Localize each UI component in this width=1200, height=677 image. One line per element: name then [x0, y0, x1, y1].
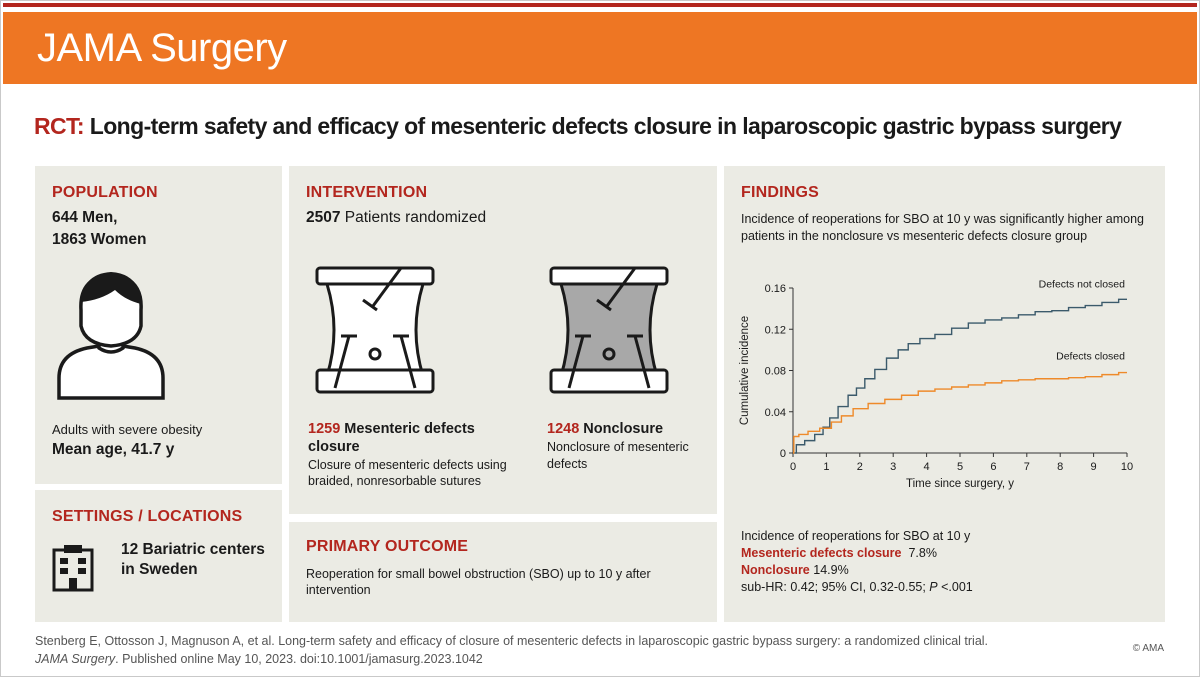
primary-outcome-panel: PRIMARY OUTCOME Reoperation for small bo… [289, 522, 717, 622]
top-accent-line [3, 3, 1197, 7]
x-tick-label: 4 [924, 461, 930, 473]
series-line-not-closed [793, 298, 1127, 454]
y-tick-label: 0.16 [765, 283, 786, 295]
x-tick-label: 10 [1121, 461, 1133, 473]
result-closure: Mesenteric defects closure 7.8% [741, 545, 937, 562]
nonclosure-arm-count: 1248 [547, 421, 580, 437]
primary-outcome-line-2: intervention [306, 583, 371, 597]
primary-outcome-line-1: Reoperation for small bowel obstruction … [306, 567, 651, 581]
primary-outcome-heading: PRIMARY OUTCOME [306, 538, 469, 555]
result-closure-value: 7.8% [908, 546, 937, 560]
copyright: © AMA [1132, 643, 1164, 654]
population-heading: POPULATION [52, 184, 158, 201]
population-men: 644 Men, [52, 209, 118, 226]
settings-line-2: in Sweden [121, 561, 198, 578]
nonclosure-arm-desc-1: Nonclosure of mesenteric [547, 440, 689, 454]
y-tick-label: 0.12 [765, 324, 786, 336]
result-stats-p: P [929, 580, 938, 594]
population-description: Adults with severe obesity [52, 422, 203, 437]
settings-heading: SETTINGS / LOCATIONS [52, 508, 243, 525]
y-axis-label: Cumulative incidence [739, 316, 751, 425]
x-tick-label: 5 [957, 461, 963, 473]
population-mean-age: Mean age, 41.7 y [52, 441, 175, 458]
result-nonclosure-value: 14.9% [813, 563, 849, 577]
x-tick-label: 9 [1091, 461, 1097, 473]
cumulative-incidence-chart: 0 1 2 3 4 5 6 7 8 9 10 0 0.04 0.08 0.12 0.16 Time since … [739, 278, 1133, 490]
nonclosure-abdomen-icon [549, 266, 669, 394]
closure-arm-label: 1259 Mesenteric defects [308, 421, 475, 437]
series-label-closed: Defects closed [1056, 351, 1125, 363]
result-stats: sub-HR: 0.42; 95% CI, 0.32-0.55; P <.001 [741, 579, 973, 596]
result-closure-label: Mesenteric defects closure [741, 546, 902, 560]
population-women: 1863 Women [52, 231, 147, 248]
population-panel: POPULATION 644 Men, 1863 Women Adults wi… [35, 166, 282, 484]
findings-heading: FINDINGS [741, 184, 820, 201]
randomized-text: Patients randomized [340, 209, 487, 226]
study-title-text: Long-term safety and efficacy of mesente… [83, 113, 1122, 139]
journal-title: JAMA Surgery [37, 26, 287, 70]
x-tick-label: 3 [890, 461, 896, 473]
citation: Stenberg E, Ottosson J, Magnuson A, et a… [35, 632, 988, 668]
nonclosure-arm-desc-2: defects [547, 457, 588, 471]
closure-arm-desc-2: braided, nonresorbable sutures [308, 474, 482, 488]
study-title: RCT: Long-term safety and efficacy of me… [34, 113, 1122, 140]
journal-header: JAMA Surgery [3, 12, 1197, 84]
findings-panel: FINDINGS Incidence of reoperations for S… [724, 166, 1165, 622]
result-title: Incidence of reoperations for SBO at 10 … [741, 529, 971, 543]
building-icon [52, 545, 94, 592]
result-stats-b: <.001 [937, 580, 973, 594]
result-nonclosure: Nonclosure 14.9% [741, 562, 849, 579]
x-tick-label: 0 [790, 461, 796, 473]
y-tick-label: 0.04 [765, 407, 786, 419]
series-label-not-closed: Defects not closed [1039, 278, 1126, 290]
y-tick-label: 0 [780, 448, 786, 460]
citation-line-1: Stenberg E, Ottosson J, Magnuson A, et a… [35, 634, 989, 648]
closure-arm-name: Mesenteric defects [340, 421, 475, 437]
series-line-closed [793, 371, 1127, 454]
x-axis-label: Time since surgery, y [906, 478, 1014, 490]
closure-arm-desc-1: Closure of mesenteric defects using [308, 458, 507, 472]
closure-abdomen-icon [315, 266, 435, 394]
result-stats-a: sub-HR: 0.42; 95% CI, 0.32-0.55; [741, 580, 930, 594]
closure-arm-count: 1259 [308, 421, 341, 437]
settings-line-1: 12 Bariatric centers [121, 541, 265, 558]
study-type-label: RCT: [34, 113, 85, 139]
x-tick-label: 7 [1024, 461, 1030, 473]
randomized-count: 2507 [306, 209, 341, 226]
x-tick-label: 6 [990, 461, 996, 473]
citation-line-2: JAMA Surgery. Published online May 10, 2… [35, 652, 483, 666]
x-tick-label: 2 [857, 461, 863, 473]
findings-summary-2: patients in the nonclosure vs mesenteric… [741, 229, 1088, 243]
x-tick-label: 1 [823, 461, 829, 473]
randomized-line: 2507 Patients randomized [306, 209, 486, 227]
intervention-panel: INTERVENTION 2507 Patients randomized 12… [289, 166, 717, 514]
intervention-heading: INTERVENTION [306, 184, 428, 201]
closure-arm-name-2: closure [308, 439, 360, 455]
nonclosure-arm-name: Nonclosure [579, 421, 664, 437]
person-icon [57, 272, 165, 400]
nonclosure-arm-label: 1248 Nonclosure [547, 421, 663, 437]
x-tick-label: 8 [1057, 461, 1063, 473]
y-tick-label: 0.08 [765, 366, 786, 378]
settings-panel: SETTINGS / LOCATIONS 12 Bariatric center… [35, 490, 282, 622]
result-nonclosure-label: Nonclosure [741, 563, 810, 577]
findings-summary-1: Incidence of reoperations for SBO at 10 … [741, 212, 1144, 226]
